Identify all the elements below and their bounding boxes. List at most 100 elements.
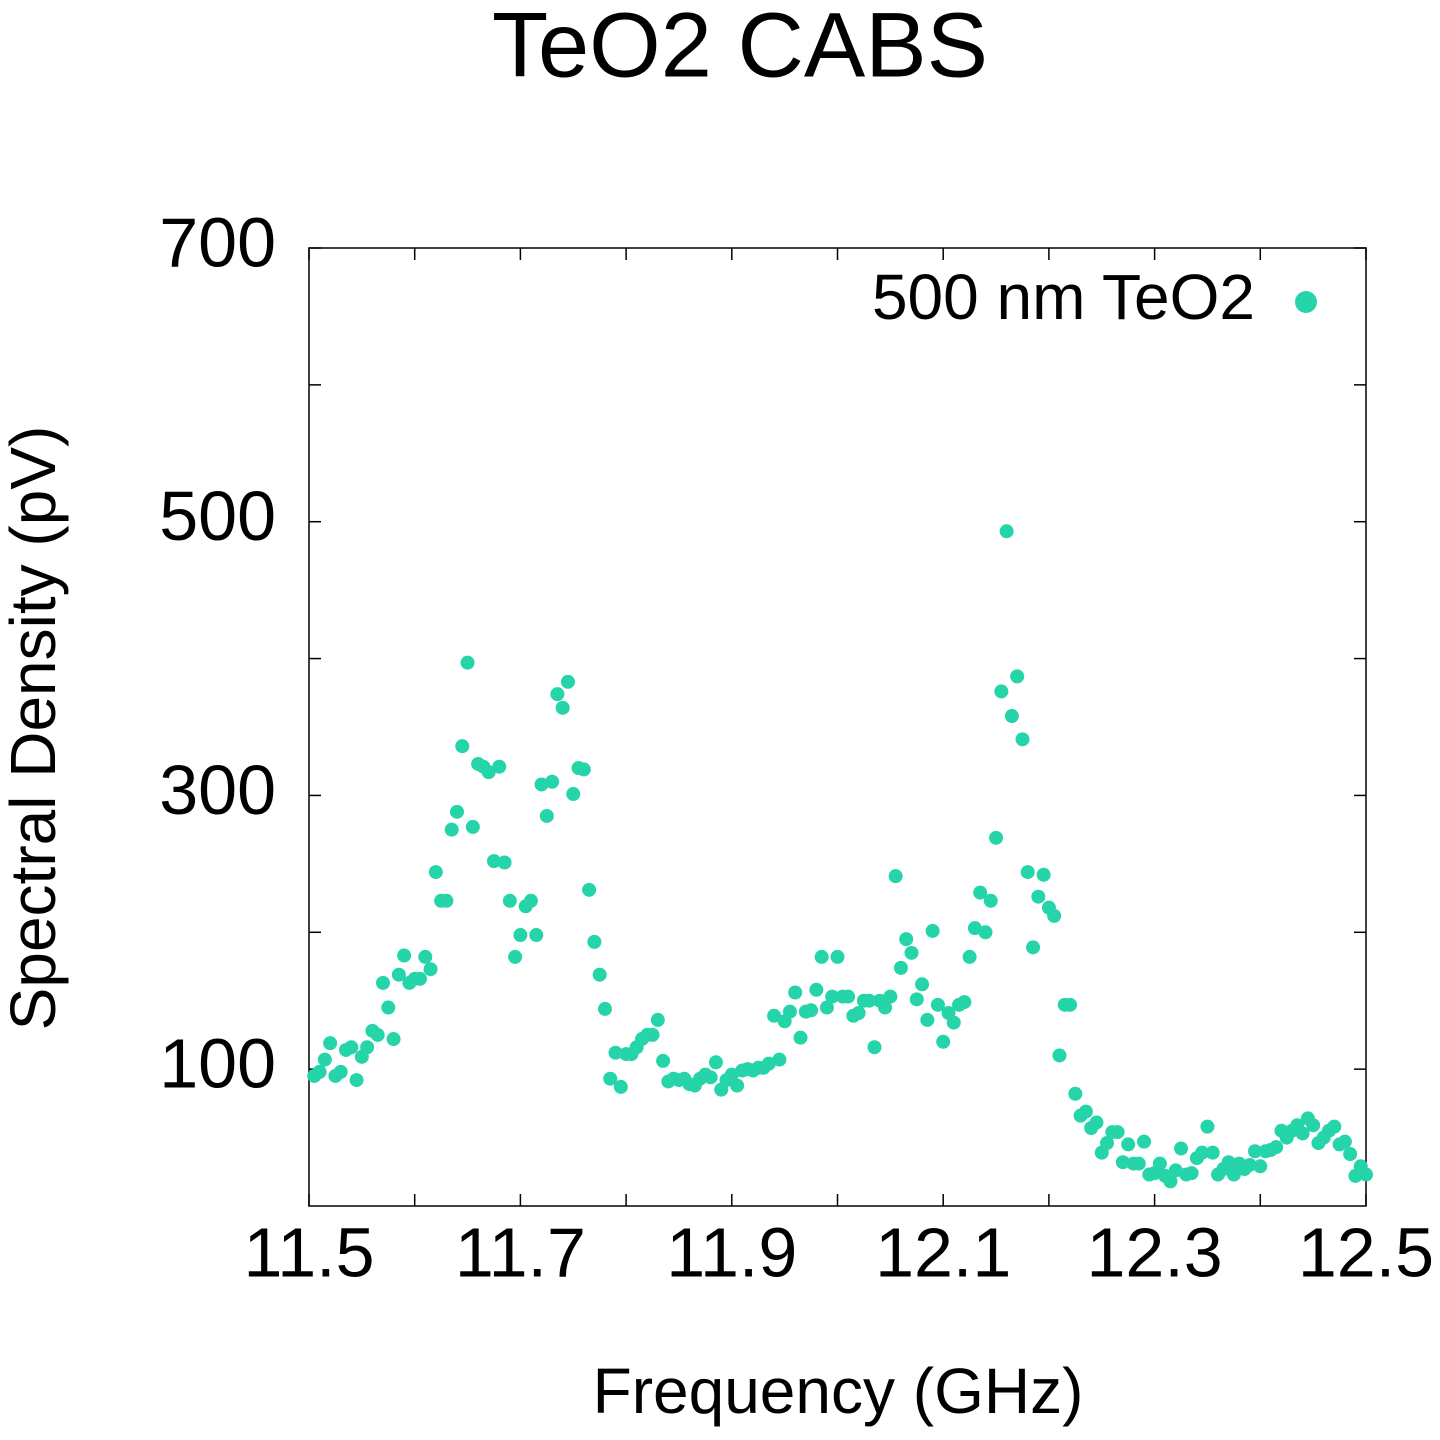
data-point: [323, 1036, 338, 1051]
y-tick-label: 500: [159, 477, 276, 555]
data-point: [492, 759, 507, 774]
data-point: [349, 1073, 364, 1088]
data-point: [1063, 997, 1078, 1012]
data-point: [825, 989, 840, 1004]
data-point: [999, 524, 1014, 539]
data-point: [761, 1056, 776, 1071]
y-tick-label: 700: [159, 203, 276, 281]
data-point: [333, 1064, 348, 1079]
data-point: [1205, 1145, 1220, 1160]
data-point: [1343, 1146, 1358, 1161]
data-point: [946, 1015, 961, 1030]
data-point: [793, 1030, 808, 1045]
data-point: [576, 762, 591, 777]
data-point: [1015, 732, 1030, 747]
data-point: [1295, 1126, 1310, 1141]
data-point: [386, 1032, 401, 1047]
data-point: [862, 993, 877, 1008]
data-point: [1031, 889, 1046, 904]
data-point: [1121, 1137, 1136, 1152]
legend-label: 500 nm TeO2: [872, 261, 1255, 333]
data-point: [1174, 1141, 1189, 1156]
data-point: [423, 962, 438, 977]
data-point: [608, 1045, 623, 1060]
data-point: [724, 1067, 739, 1082]
data-point: [1248, 1144, 1263, 1159]
data-point: [449, 804, 464, 819]
data-point: [360, 1040, 375, 1055]
data-point: [486, 854, 501, 869]
data-point: [1052, 1048, 1067, 1063]
chart-title: TeO2 CABS: [492, 0, 988, 96]
data-point: [814, 949, 829, 964]
y-axis-label: Spectral Density (pV): [0, 426, 69, 1031]
data-point: [656, 1053, 671, 1068]
data-point: [767, 1008, 782, 1023]
data-point: [703, 1070, 718, 1085]
data-point: [909, 992, 924, 1007]
data-point: [804, 1003, 819, 1018]
data-point: [650, 1012, 665, 1027]
data-point: [418, 949, 433, 964]
data-point: [973, 885, 988, 900]
data-point: [830, 949, 845, 964]
data-point: [465, 819, 480, 834]
data-point: [1010, 669, 1025, 684]
data-point: [994, 684, 1009, 699]
data-point: [444, 822, 459, 837]
data-point: [397, 948, 412, 963]
data-point: [455, 739, 470, 754]
data-point: [375, 975, 390, 990]
data-point: [899, 932, 914, 947]
data-point: [312, 1064, 327, 1079]
data-point: [1036, 867, 1051, 882]
data-point: [1327, 1119, 1342, 1134]
data-point: [545, 774, 560, 789]
data-point: [1137, 1134, 1152, 1149]
data-point: [513, 928, 528, 943]
data-point: [878, 1000, 893, 1015]
data-point: [529, 928, 544, 943]
data-point: [809, 982, 824, 997]
legend-marker: [1295, 291, 1317, 313]
data-point: [1089, 1115, 1104, 1130]
data-point: [381, 1000, 396, 1015]
x-axis-label: Frequency (GHz): [593, 1355, 1084, 1427]
data-point: [370, 1027, 385, 1042]
data-point: [904, 945, 919, 960]
data-point: [883, 989, 898, 1004]
data-point: [915, 977, 930, 992]
data-point: [539, 808, 554, 823]
data-point: [967, 921, 982, 936]
data-point: [560, 674, 575, 689]
data-point: [983, 893, 998, 908]
data-point: [1110, 1125, 1125, 1140]
data-point: [613, 1079, 628, 1094]
y-tick-label: 100: [159, 1025, 276, 1103]
data-point: [1026, 940, 1041, 955]
data-point: [1306, 1118, 1321, 1133]
data-point: [1195, 1145, 1210, 1160]
data-point: [1269, 1140, 1284, 1155]
data-point: [851, 1006, 866, 1021]
data-point: [1242, 1157, 1257, 1172]
data-point: [1184, 1166, 1199, 1181]
data-point: [1168, 1163, 1183, 1178]
data-point: [508, 949, 523, 964]
x-tick-label: 11.5: [243, 1213, 374, 1291]
data-point: [603, 1071, 618, 1086]
data-point: [1359, 1167, 1373, 1182]
x-tick-label: 11.9: [666, 1213, 797, 1291]
data-point: [523, 893, 538, 908]
data-point: [550, 687, 565, 702]
data-point: [1253, 1159, 1268, 1174]
data-point: [920, 1012, 935, 1027]
data-point: [597, 1001, 612, 1016]
data-point: [566, 787, 581, 802]
data-point: [428, 865, 443, 880]
data-point: [555, 700, 570, 715]
data-point: [391, 967, 406, 982]
plot-frame: [308, 247, 1367, 1207]
data-point: [534, 777, 549, 792]
